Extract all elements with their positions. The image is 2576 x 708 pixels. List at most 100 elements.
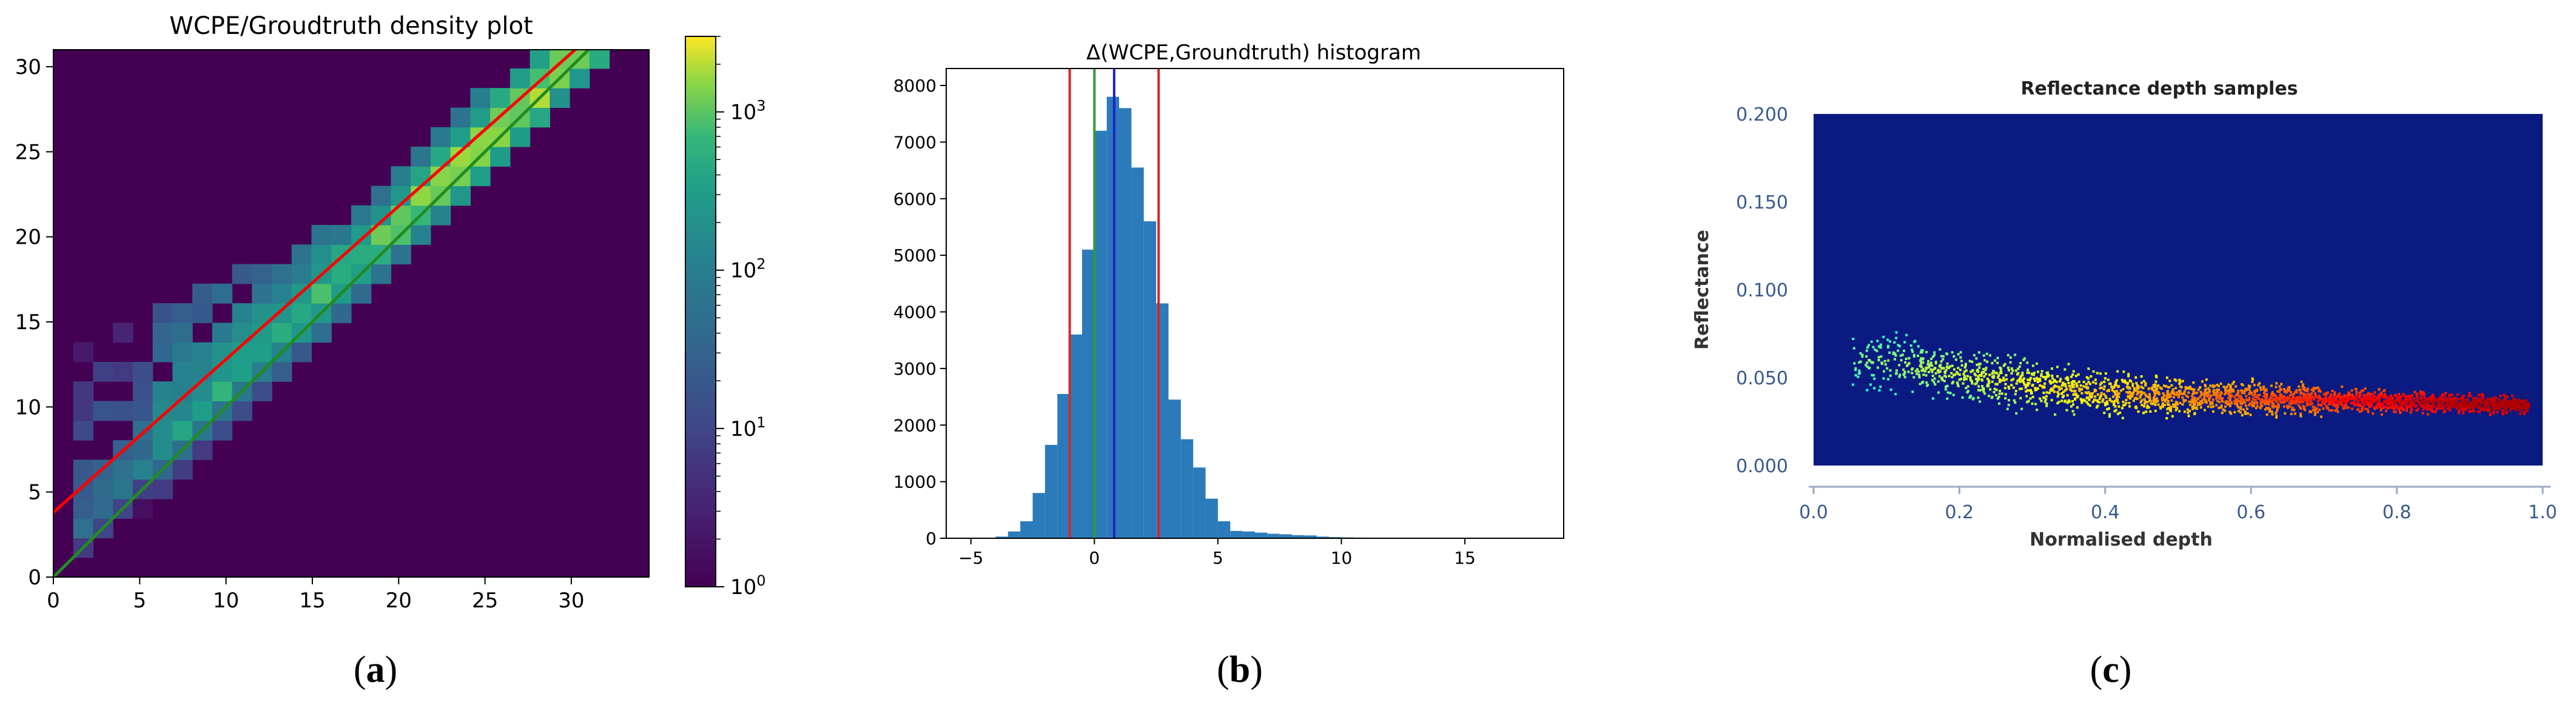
heatmap-cell: [132, 381, 153, 402]
sample-point: [2335, 408, 2338, 411]
sample-point: [1989, 354, 1992, 357]
sample-point: [2327, 402, 2330, 406]
sample-point: [2142, 387, 2145, 390]
heatmap-cell: [530, 50, 550, 69]
sample-point: [2303, 398, 2306, 401]
sample-point: [2383, 399, 2386, 402]
sample-point: [2364, 387, 2367, 390]
sample-point: [2408, 401, 2411, 404]
sample-point: [1969, 377, 1972, 380]
sample-point: [2167, 400, 2170, 403]
sample-point: [2244, 412, 2247, 415]
y-tick-label: 7000: [893, 132, 937, 152]
sample-point: [2091, 401, 2094, 404]
sample-point: [2070, 389, 2073, 392]
sample-point: [1986, 360, 1989, 363]
sample-point: [2137, 387, 2141, 390]
sample-point: [2399, 395, 2403, 398]
sample-point: [2451, 404, 2454, 407]
sample-point: [2509, 400, 2512, 403]
sample-point: [1870, 361, 1873, 364]
sample-point: [2224, 389, 2227, 392]
sample-point: [1928, 365, 1931, 368]
sample-point: [2044, 378, 2047, 381]
sample-point: [2334, 409, 2337, 412]
sample-point: [1928, 370, 1931, 373]
sample-point: [2065, 387, 2068, 390]
heatmap-cell: [93, 498, 113, 519]
sample-point: [2192, 396, 2195, 399]
sample-point: [2430, 399, 2433, 402]
sample-point: [2102, 398, 2105, 401]
sample-point: [2417, 407, 2420, 410]
sample-point: [2390, 398, 2393, 401]
sample-point: [1977, 370, 1980, 373]
sample-point: [1871, 373, 1874, 376]
sample-point: [1983, 375, 1986, 378]
sample-point: [2270, 392, 2273, 395]
sample-point: [2165, 396, 2168, 399]
sample-point: [1977, 389, 1980, 392]
sample-point: [1927, 359, 1930, 362]
sample-point: [2136, 390, 2139, 393]
sample-point: [2237, 406, 2240, 409]
sample-point: [2326, 391, 2329, 394]
sample-point: [2256, 405, 2259, 408]
histogram-bar: [1267, 533, 1280, 538]
y-tick-label: 0.000: [1736, 456, 1788, 477]
histogram-bar: [1032, 493, 1045, 538]
sample-point: [2175, 401, 2178, 404]
sample-point: [2246, 412, 2249, 415]
panel-b-plot-frame: [946, 68, 1564, 539]
sample-point: [2475, 396, 2478, 399]
sample-point: [2087, 391, 2090, 394]
sample-point: [1934, 383, 1937, 386]
sample-point: [2499, 395, 2502, 398]
sample-point: [2282, 405, 2285, 408]
sample-point: [2265, 398, 2268, 401]
sample-point: [1919, 382, 1922, 386]
sample-point: [2312, 397, 2315, 400]
sample-point: [2046, 375, 2049, 378]
sample-point: [2358, 404, 2361, 407]
heatmap-cell: [331, 264, 352, 284]
sample-point: [2318, 398, 2321, 401]
sample-point: [2127, 387, 2130, 390]
sample-point: [2342, 399, 2345, 402]
sample-point: [2224, 405, 2227, 408]
sample-point: [1898, 364, 1901, 367]
sample-point: [2071, 373, 2074, 376]
sample-point: [2154, 401, 2157, 404]
sample-point: [1964, 362, 1967, 366]
sample-point: [2380, 413, 2383, 416]
sample-point: [2074, 398, 2077, 401]
sample-point: [2286, 396, 2289, 399]
sample-point: [1965, 369, 1968, 372]
sample-point: [2506, 399, 2509, 402]
sample-point: [2453, 400, 2456, 403]
sample-point: [2387, 396, 2390, 399]
sample-point: [2074, 375, 2077, 378]
sample-point: [2251, 397, 2255, 400]
sample-point: [2059, 378, 2062, 381]
sample-point: [1895, 331, 1898, 334]
sample-point: [2215, 397, 2218, 400]
sample-point: [2254, 398, 2257, 401]
sample-point: [2157, 391, 2160, 394]
sample-point: [2399, 396, 2402, 399]
panel-c-x-axis: 0.0 0.2 0.4 0.6 0.8 1.0: [1799, 487, 2557, 523]
sample-point: [1952, 393, 1955, 396]
heatmap-cell: [73, 518, 94, 539]
x-tick-label: 0.8: [2383, 502, 2412, 523]
sample-point: [2403, 399, 2406, 402]
sample-point: [2401, 406, 2404, 409]
sample-point: [1994, 372, 1997, 375]
heatmap-cell: [73, 479, 94, 499]
sample-point: [2073, 380, 2076, 383]
sample-point: [2307, 402, 2310, 405]
sample-point: [2412, 401, 2415, 404]
sample-point: [2272, 406, 2275, 409]
heatmap-cell: [272, 322, 292, 343]
sample-point: [2336, 410, 2339, 413]
sample-point: [2276, 390, 2279, 393]
